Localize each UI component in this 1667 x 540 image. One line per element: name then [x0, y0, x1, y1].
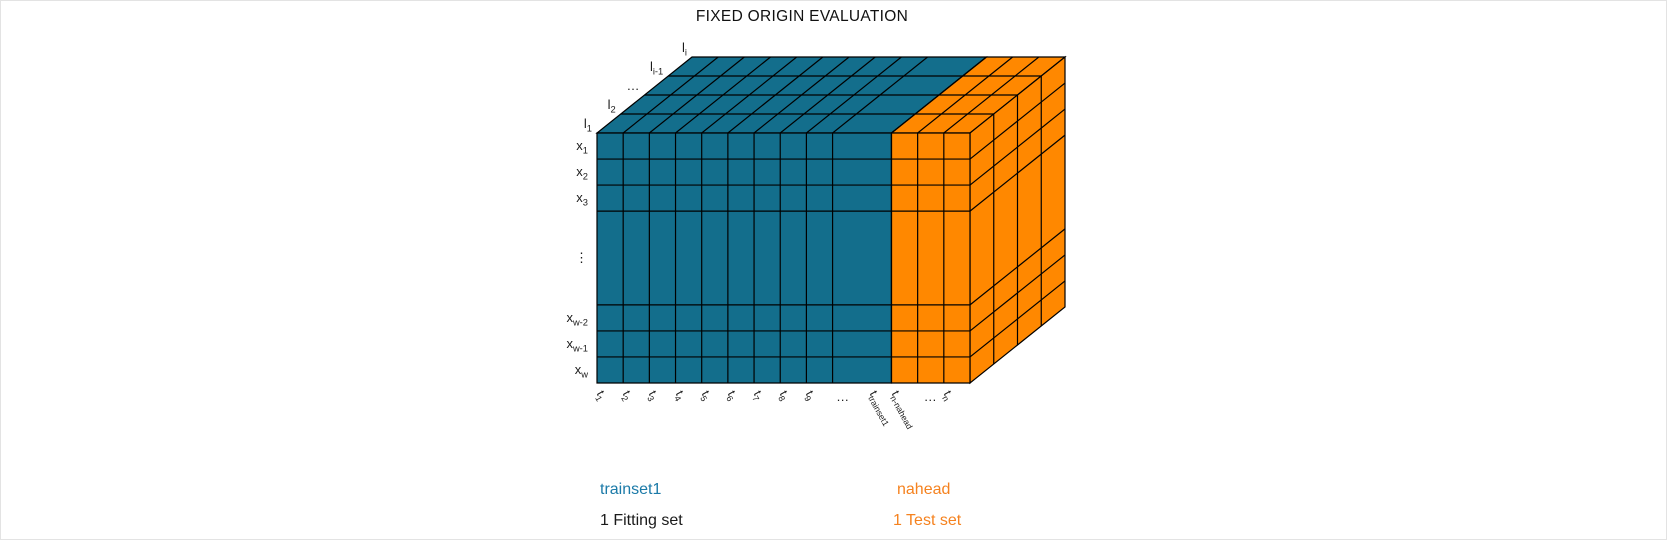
cube-side-row-line	[969, 280, 1066, 358]
cube-top-column-line	[806, 56, 902, 134]
x-axis-label: x3	[576, 190, 588, 208]
l-axis-label: …	[626, 78, 640, 93]
x-axis-label: x2	[576, 164, 588, 182]
cube-side-row-line	[969, 134, 1066, 212]
cube-side-row-line	[969, 228, 1066, 306]
x-axis-label: ⋮	[575, 250, 588, 265]
page-title: FIXED ORIGIN EVALUATION	[695, 8, 909, 25]
l-axis-label: l2	[607, 97, 616, 115]
l-axis-label: l1	[583, 116, 592, 134]
cube-side-row-line	[969, 254, 1066, 332]
cube-top-column-line	[832, 56, 928, 134]
x-axis-label: xw-2	[566, 309, 588, 328]
l-axis-label: li-1	[649, 59, 664, 77]
cube-top-column-line	[675, 56, 771, 134]
x-axis-label: xw-1	[566, 335, 588, 354]
x-axis-label: xw	[574, 361, 588, 380]
cube-top-column-line	[753, 56, 850, 134]
cube-top-column-line	[701, 56, 798, 134]
cube-top-column-line	[943, 56, 1040, 134]
cube-top-column-line	[917, 56, 1014, 134]
legend-test-set-desc: 1 Test set	[893, 512, 962, 529]
t-axis-ellipsis: …	[923, 389, 937, 404]
legend-fitting-set-desc: 1 Fitting set	[600, 512, 683, 529]
cube-side-row-line	[969, 108, 1066, 186]
cube-front-face-train	[596, 132, 893, 384]
cube-front-face-test	[890, 132, 971, 384]
cube-top-column-line	[622, 56, 719, 134]
legend-nahead-name: nahead	[897, 481, 951, 498]
cube-top-column-line	[727, 56, 824, 134]
cube-side-row-line	[969, 82, 1066, 160]
t-axis-ellipsis: …	[836, 389, 850, 404]
cube-top-column-line	[779, 56, 876, 134]
l-axis-label: li	[682, 40, 687, 58]
legend-trainset-name: trainset1	[600, 481, 662, 498]
cube-top-column-line	[891, 56, 987, 134]
x-axis-label: x1	[576, 138, 588, 156]
cube-top-column-line	[648, 56, 745, 134]
